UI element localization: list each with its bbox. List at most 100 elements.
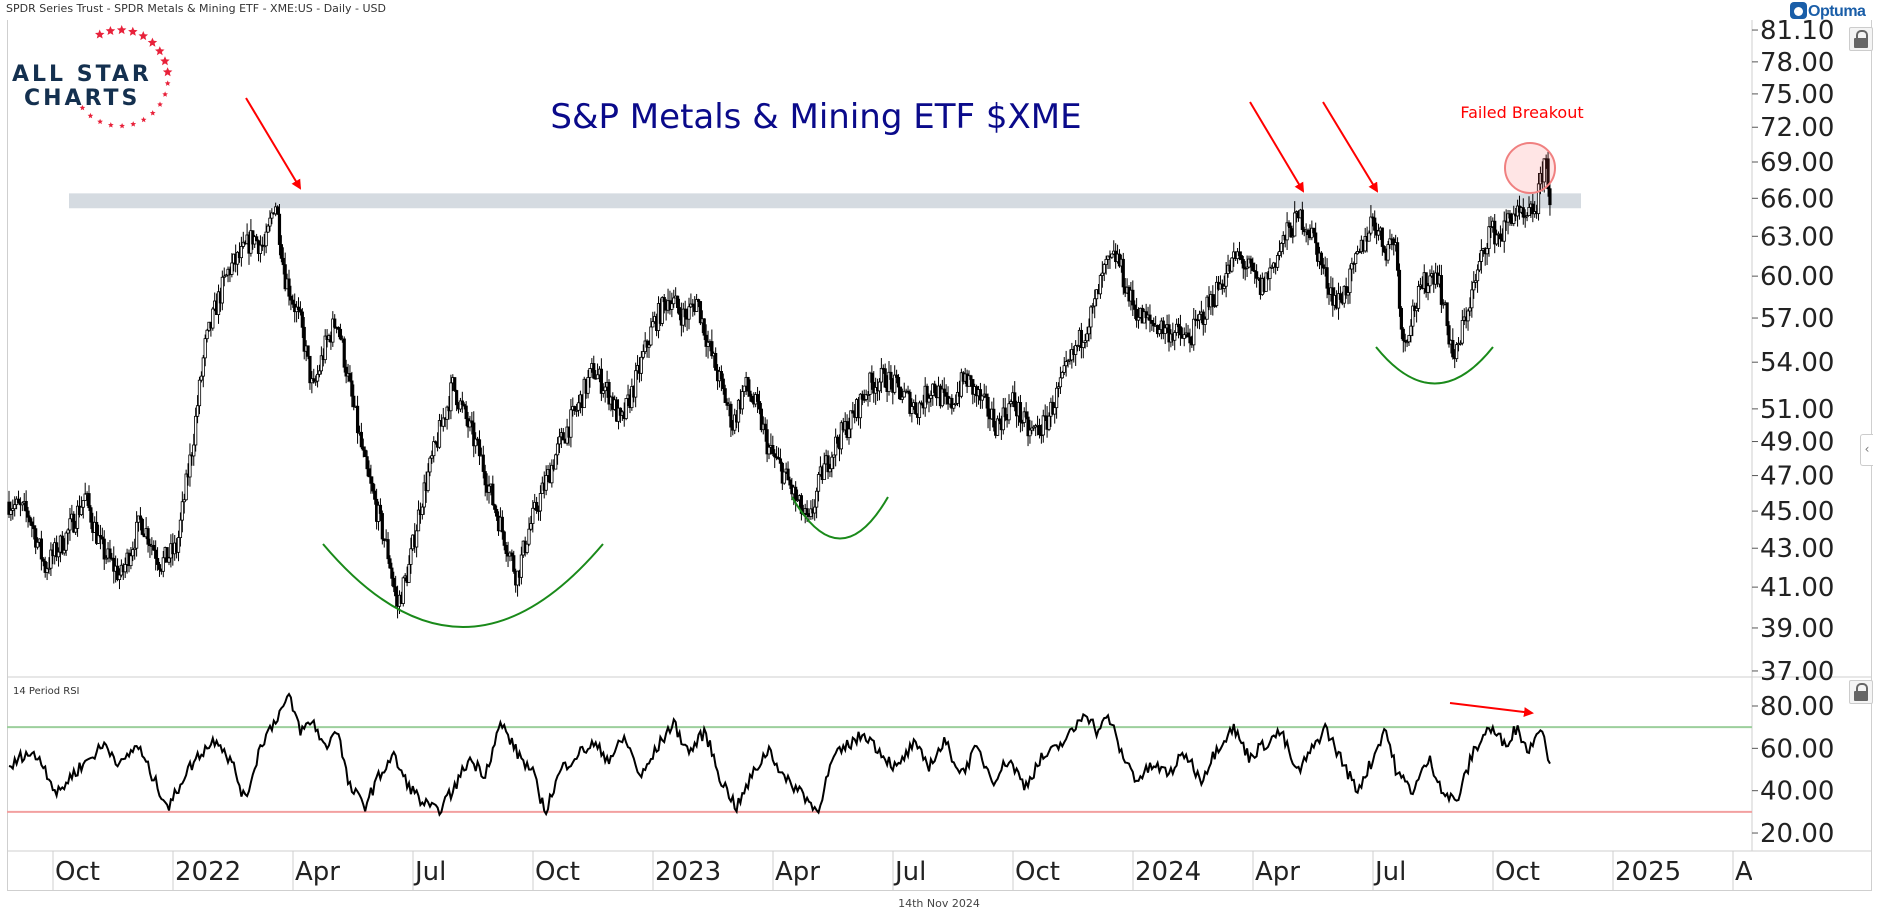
collapse-panel-button[interactable]: ‹ xyxy=(1860,434,1873,466)
candle xyxy=(554,453,558,470)
candle xyxy=(839,420,843,455)
candle xyxy=(1249,255,1253,274)
candle xyxy=(401,576,405,607)
candle xyxy=(864,389,868,402)
candle xyxy=(266,223,270,233)
price-tick-label: 75.00 xyxy=(1760,80,1834,110)
candle xyxy=(135,511,139,557)
candle xyxy=(544,465,548,496)
candle xyxy=(157,561,162,577)
candle xyxy=(1355,245,1360,255)
candle xyxy=(28,515,32,526)
logo-star xyxy=(157,101,163,107)
candle xyxy=(188,443,192,487)
candle xyxy=(535,496,539,514)
candle xyxy=(455,389,459,412)
candle xyxy=(1407,334,1411,346)
candle xyxy=(1399,306,1403,340)
candle xyxy=(155,547,160,571)
candle xyxy=(87,485,91,511)
arrow-peak-2022 xyxy=(245,97,302,190)
candle xyxy=(1542,158,1546,193)
candle xyxy=(1215,276,1219,308)
candle xyxy=(1289,222,1293,238)
logo-line-1: ALL STAR xyxy=(12,62,152,87)
candle xyxy=(1493,214,1497,254)
candle xyxy=(420,503,424,520)
price-tick-label: 66.00 xyxy=(1760,184,1834,214)
candle xyxy=(386,532,390,564)
candle xyxy=(1237,241,1242,261)
candle xyxy=(647,340,651,358)
candle xyxy=(468,415,472,432)
candle xyxy=(199,371,203,383)
candle xyxy=(828,463,832,477)
optuma-logo-icon xyxy=(1790,2,1807,19)
candle xyxy=(1241,255,1245,279)
candle xyxy=(472,411,476,458)
failed-breakout-label: Failed Breakout xyxy=(1460,103,1583,122)
price-tick-label: 57.00 xyxy=(1760,304,1834,334)
candle xyxy=(816,471,821,502)
candle xyxy=(45,562,49,581)
candle xyxy=(1502,211,1506,253)
candle xyxy=(714,347,718,371)
candle xyxy=(390,562,394,587)
candle xyxy=(900,388,904,404)
candle xyxy=(1287,220,1291,228)
candle xyxy=(681,302,685,333)
candle xyxy=(557,428,562,454)
candle xyxy=(348,365,352,383)
candle xyxy=(445,405,449,430)
candle xyxy=(527,517,531,547)
candle xyxy=(967,370,971,387)
candle xyxy=(1148,304,1152,333)
candle xyxy=(298,301,303,316)
candle xyxy=(1270,264,1274,269)
price-tick-label: 72.00 xyxy=(1760,113,1834,143)
logo-star xyxy=(87,112,94,119)
candle xyxy=(733,408,737,435)
candle xyxy=(576,394,581,417)
candle xyxy=(1306,228,1310,246)
candle xyxy=(460,391,464,413)
candle xyxy=(20,501,24,512)
price-axis-lock-button[interactable] xyxy=(1849,27,1873,51)
candle xyxy=(255,233,259,242)
candle xyxy=(1224,262,1228,298)
candle xyxy=(919,400,923,406)
candle xyxy=(995,415,1000,436)
resistance-zone xyxy=(69,193,1581,209)
candle xyxy=(115,558,120,582)
rsi-axis-lock-button[interactable] xyxy=(1849,680,1873,704)
candle xyxy=(161,550,165,578)
candle xyxy=(1024,402,1028,420)
candle xyxy=(1197,310,1202,330)
candle xyxy=(1192,308,1196,351)
candle xyxy=(675,295,680,314)
candle xyxy=(1411,299,1415,337)
optuma-logo: Optuma xyxy=(1790,2,1866,21)
candle xyxy=(929,390,933,407)
candle xyxy=(1348,264,1352,304)
candle xyxy=(504,541,508,562)
candle xyxy=(296,297,301,320)
candle xyxy=(1047,412,1051,432)
candle xyxy=(1013,381,1017,412)
candle xyxy=(477,430,482,465)
candle xyxy=(1405,339,1409,348)
price-tick-label: 47.00 xyxy=(1760,462,1834,492)
candle xyxy=(178,512,183,547)
candle xyxy=(908,389,912,417)
candle xyxy=(283,252,287,292)
candle xyxy=(508,551,512,562)
candle xyxy=(740,385,744,415)
candle xyxy=(1338,286,1343,303)
time-tick-label: Oct xyxy=(535,857,580,887)
candle xyxy=(1081,341,1085,359)
candle xyxy=(56,547,61,567)
candle xyxy=(898,386,903,401)
logo-star xyxy=(97,118,103,125)
candle xyxy=(940,379,944,408)
